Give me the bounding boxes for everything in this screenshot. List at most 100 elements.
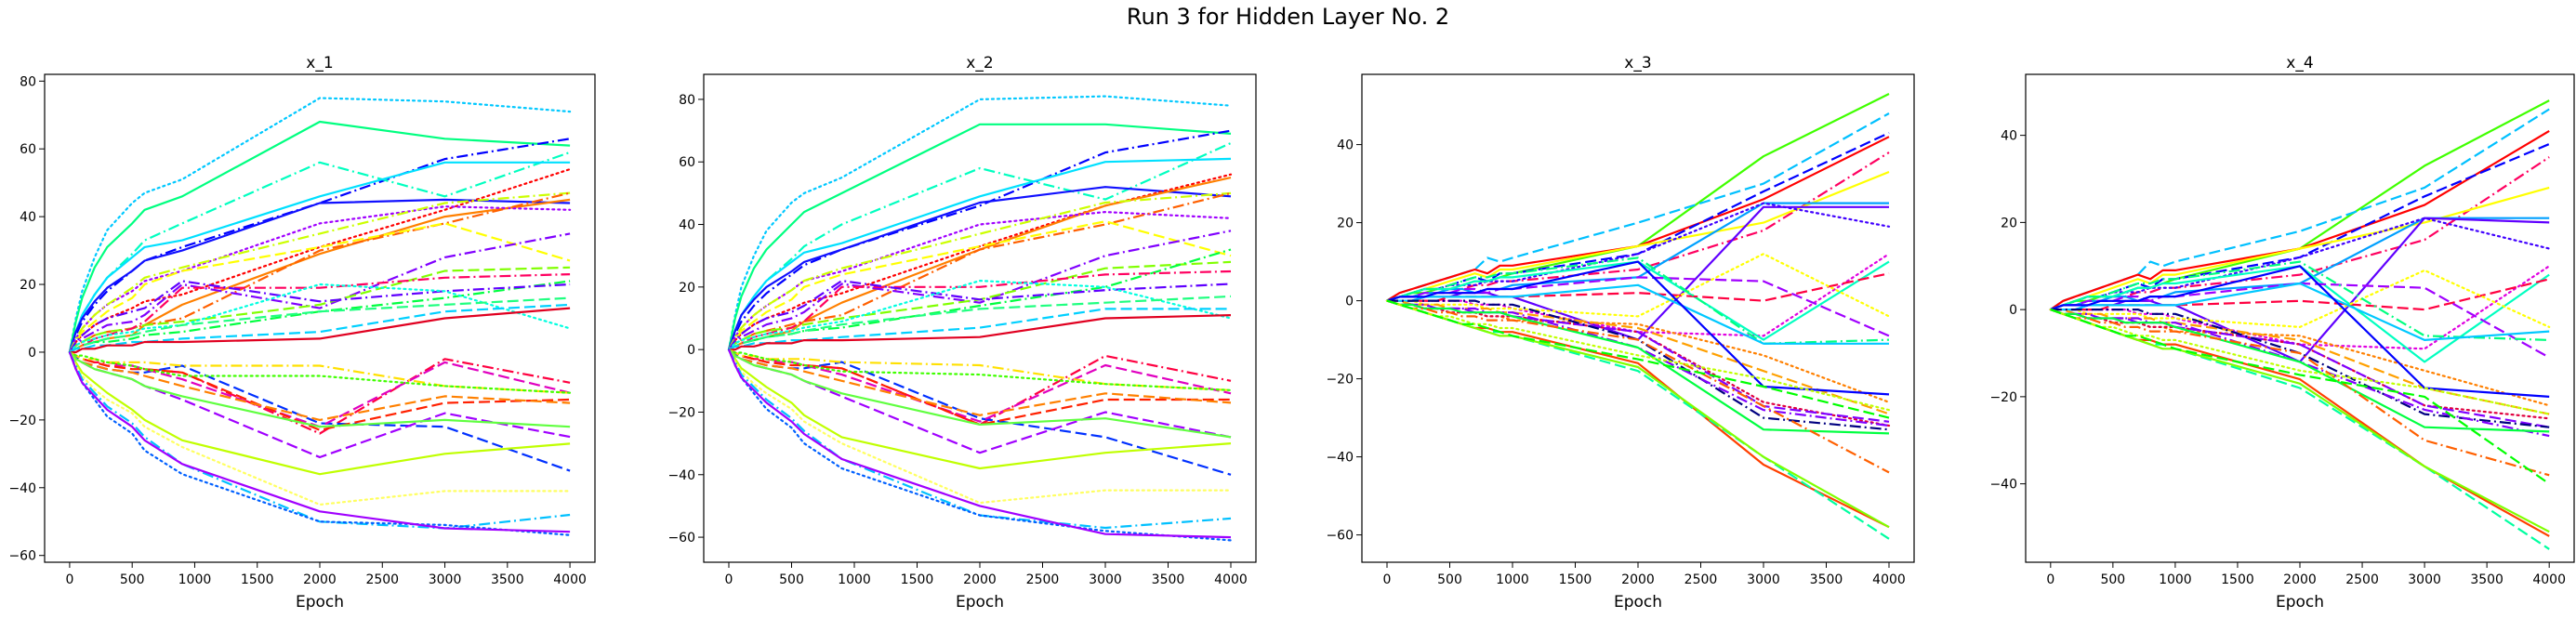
series-line	[2050, 309, 2550, 428]
series-line	[69, 232, 571, 353]
series-line	[1386, 299, 1890, 435]
series-line	[1386, 299, 1890, 423]
x-tick-label: 3000	[1747, 572, 1780, 587]
series-line	[728, 348, 1231, 426]
x-tick-label: 500	[120, 572, 145, 587]
y-tick-label: 40	[1337, 138, 1354, 153]
x-tick-label: 3500	[491, 572, 524, 587]
y-tick-label: 60	[20, 142, 36, 157]
x-tick-label: 2000	[1621, 572, 1655, 587]
series-line	[2050, 282, 2550, 359]
y-tick-label: 20	[1337, 217, 1354, 231]
series-group	[2049, 99, 2551, 550]
series-line	[69, 351, 571, 435]
x-tick-label: 500	[2100, 572, 2125, 587]
axes-frame	[703, 73, 1257, 563]
x-tick-label: 1000	[178, 572, 212, 587]
x-tick-label: 2500	[1684, 572, 1718, 587]
series-line	[2050, 156, 2550, 311]
series-group	[1385, 93, 1891, 540]
x-tick-label: 1500	[901, 572, 934, 587]
x-tick-label: 3500	[1152, 572, 1185, 587]
subplot-3: 0 500 1000 1500 2000 2500 3000 3500 4000 −60 −40 −2…	[1326, 54, 1915, 611]
series-line	[727, 280, 1233, 351]
series-line	[1386, 299, 1890, 529]
x-tick-label: 4000	[1214, 572, 1248, 587]
series-line	[728, 280, 1232, 350]
subplot-2: 0 500 1000 1500 2000 2500 3000 3500 4000 −60 −40 −2…	[667, 54, 1257, 611]
y-tick-label: −20	[1326, 373, 1354, 388]
series-line	[727, 129, 1232, 350]
series-line	[728, 295, 1232, 351]
series-line	[1387, 299, 1890, 415]
subplot-title: x_4	[2286, 54, 2313, 72]
x-tick-label: 3000	[1089, 572, 1122, 587]
x-tick-label: 1000	[2159, 572, 2192, 587]
figure-title: Run 3 for Hidden Layer No. 2	[1126, 4, 1450, 30]
series-line	[1386, 132, 1890, 302]
series-line	[728, 220, 1232, 350]
series-line	[69, 307, 571, 354]
series-line	[727, 348, 1232, 539]
x-tick-label: 500	[1437, 572, 1462, 587]
series-line	[728, 348, 1232, 530]
series-line	[68, 120, 571, 353]
series-line	[69, 351, 571, 394]
y-tick-label: −20	[1989, 390, 2017, 405]
subplot-title: x_2	[966, 54, 993, 72]
series-line	[68, 351, 571, 530]
series-group	[68, 97, 572, 536]
series-line	[728, 348, 1232, 476]
x-tick-label: 0	[725, 572, 733, 587]
series-line	[68, 205, 572, 354]
x-tick-label: 0	[2046, 572, 2054, 587]
subplot-title: x_1	[306, 54, 333, 72]
series-line	[727, 186, 1232, 350]
x-tick-label: 2000	[303, 572, 337, 587]
x-tick-label: 1000	[1496, 572, 1529, 587]
series-line	[727, 348, 1233, 391]
series-line	[68, 161, 571, 353]
y-tick-label: 0	[1345, 295, 1354, 309]
series-line	[69, 280, 571, 353]
y-tick-label: −20	[8, 414, 36, 428]
series-line	[2050, 309, 2550, 438]
x-tick-label: 3500	[2470, 572, 2503, 587]
x-tick-label: 1500	[1559, 572, 1592, 587]
series-line	[68, 191, 571, 353]
series-line	[69, 351, 571, 421]
y-tick-label: −40	[667, 468, 695, 483]
series-line	[728, 348, 1232, 423]
x-tick-label: 4000	[2532, 572, 2566, 587]
y-tick-label: −60	[667, 531, 695, 546]
series-line	[2050, 260, 2550, 341]
series-line	[1386, 276, 1890, 337]
x-tick-label: 1500	[2221, 572, 2254, 587]
series-line	[728, 191, 1232, 350]
series-line	[69, 351, 571, 428]
series-line	[1385, 299, 1891, 412]
series-line	[1386, 299, 1890, 529]
y-tick-label: 0	[2009, 303, 2017, 318]
series-line	[68, 351, 571, 533]
series-line	[2050, 217, 2550, 311]
series-line	[68, 351, 571, 476]
series-line	[68, 168, 572, 354]
x-tick-label: 2000	[2283, 572, 2317, 587]
series-line	[2050, 142, 2550, 311]
series-line	[1387, 299, 1890, 431]
x-tick-label: 3500	[1810, 572, 1843, 587]
subplot-1: 0 500 1000 1500 2000 2500 3000 3500 4000 −60 −40 −2…	[8, 54, 596, 611]
series-line	[68, 151, 571, 353]
series-line	[68, 350, 572, 394]
y-tick-label: 40	[679, 218, 695, 233]
x-axis-label: Epoch	[2276, 593, 2324, 611]
series-line	[1386, 299, 1890, 419]
x-tick-label: 2000	[963, 572, 997, 587]
series-line	[2050, 309, 2550, 433]
series-line	[727, 348, 1233, 542]
y-tick-label: −60	[1326, 529, 1354, 544]
series-line	[1386, 260, 1890, 396]
y-tick-label: 60	[679, 155, 695, 170]
x-tick-label: 2500	[1026, 572, 1060, 587]
